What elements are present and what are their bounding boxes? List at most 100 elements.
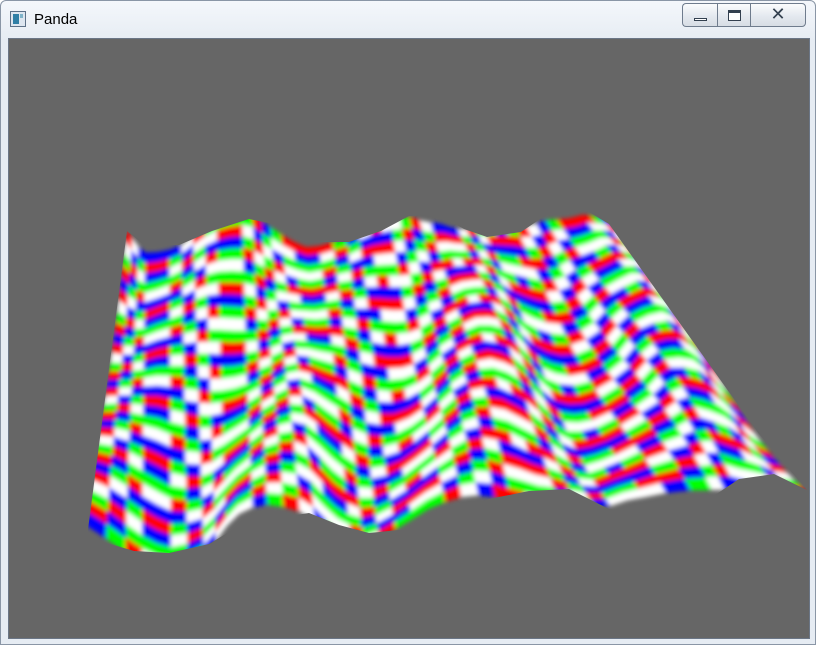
mesh-cell <box>125 537 144 553</box>
mesh-cell <box>198 390 212 405</box>
mesh-cell <box>219 317 234 332</box>
mesh-cell <box>229 247 245 261</box>
mesh-cell <box>170 485 188 502</box>
mesh-cell <box>199 415 213 430</box>
mesh-cell <box>377 286 393 301</box>
mesh-cell <box>365 422 383 438</box>
mesh-cell <box>185 450 202 466</box>
mesh-cell <box>245 318 259 332</box>
mesh-cell <box>256 319 270 332</box>
mesh-cell <box>353 287 369 301</box>
mesh-cell <box>364 275 380 289</box>
mesh-cell <box>362 530 381 546</box>
mesh-cell <box>383 332 400 347</box>
mesh-cell <box>266 300 280 312</box>
mesh-cell <box>117 395 133 406</box>
mesh-cell <box>376 389 394 404</box>
mesh-cell <box>217 270 233 284</box>
mesh-cell <box>265 471 283 484</box>
mesh-cell <box>339 298 357 310</box>
mesh-cell <box>197 377 212 393</box>
mesh-cell <box>363 265 378 279</box>
mesh-cell <box>219 341 234 356</box>
mesh-cell <box>218 305 234 320</box>
mesh-cell <box>349 524 365 538</box>
mesh-cell <box>524 492 546 508</box>
close-icon: ✕ <box>770 4 786 25</box>
mesh-cell <box>121 354 135 365</box>
mesh-cell <box>185 463 203 478</box>
mesh-cell <box>183 365 200 380</box>
mesh-cell <box>184 376 200 392</box>
mesh-cell <box>199 427 213 442</box>
mesh-cell <box>110 352 124 365</box>
mesh-cell <box>368 445 386 459</box>
mesh-cell <box>218 294 233 308</box>
mesh-cell <box>350 534 366 546</box>
mesh-cell <box>106 379 122 390</box>
application-window-icon[interactable] <box>10 11 26 27</box>
mesh-cell <box>220 354 235 368</box>
mesh-cell <box>379 297 395 312</box>
mesh-cell <box>170 354 186 367</box>
mesh-cell <box>210 390 223 405</box>
mesh-cell <box>292 325 307 335</box>
mesh-cell <box>169 343 186 357</box>
mesh-cell <box>170 511 188 525</box>
mesh-cell <box>231 294 247 309</box>
mesh-cell <box>256 308 270 322</box>
mesh-cell <box>230 282 246 297</box>
mesh-cell <box>244 307 259 321</box>
mesh-cell <box>772 483 795 495</box>
mesh-cell <box>232 330 248 344</box>
mesh-cell <box>143 385 158 397</box>
mesh-cell <box>183 353 199 367</box>
mesh-cell <box>375 378 392 393</box>
mesh-cell <box>229 236 245 250</box>
mesh-cell <box>208 329 222 344</box>
mesh-cell <box>231 318 247 332</box>
mesh-cell <box>207 305 221 320</box>
mesh-cell <box>328 317 345 329</box>
mesh-cell <box>357 487 375 500</box>
mesh-cell <box>143 375 158 388</box>
mesh-cell <box>120 362 135 373</box>
mesh-cell <box>156 542 173 553</box>
minimize-button[interactable] <box>682 3 717 27</box>
mesh-cell <box>772 470 796 482</box>
mesh-cell <box>384 344 401 358</box>
mesh-cell <box>276 300 292 312</box>
mesh-cell <box>122 345 136 356</box>
render-viewport[interactable] <box>8 38 810 639</box>
mesh-cell <box>482 227 499 238</box>
mesh-cell <box>372 242 387 257</box>
mesh-cell <box>99 419 117 430</box>
mesh-cell <box>540 496 563 508</box>
mesh-cell <box>338 289 356 301</box>
mesh-cell <box>109 362 123 373</box>
caption-buttons: ✕ <box>682 3 806 27</box>
mesh-cell <box>131 386 145 397</box>
wavy-terrain-mesh <box>87 213 807 553</box>
mesh-cell <box>196 317 210 333</box>
mesh-cell <box>107 371 123 382</box>
maximize-button[interactable] <box>717 3 750 27</box>
title-bar[interactable]: Panda ✕ <box>1 1 815 37</box>
mesh-cell <box>785 485 807 495</box>
window-title: Panda <box>34 11 78 28</box>
mesh-cell <box>355 308 371 321</box>
mesh-cell <box>119 370 134 381</box>
mesh-cell <box>459 482 480 498</box>
mesh-cell <box>387 367 405 382</box>
mesh-cell <box>208 353 222 368</box>
mesh-cell <box>135 310 146 322</box>
mesh-cell <box>277 309 293 320</box>
close-button[interactable]: ✕ <box>750 3 806 27</box>
mesh-cell <box>390 217 404 232</box>
mesh-cell <box>217 248 232 263</box>
mesh-cell <box>265 289 279 302</box>
mesh-cell <box>156 355 172 368</box>
maximize-icon <box>727 9 741 21</box>
mesh-cell <box>290 317 306 328</box>
